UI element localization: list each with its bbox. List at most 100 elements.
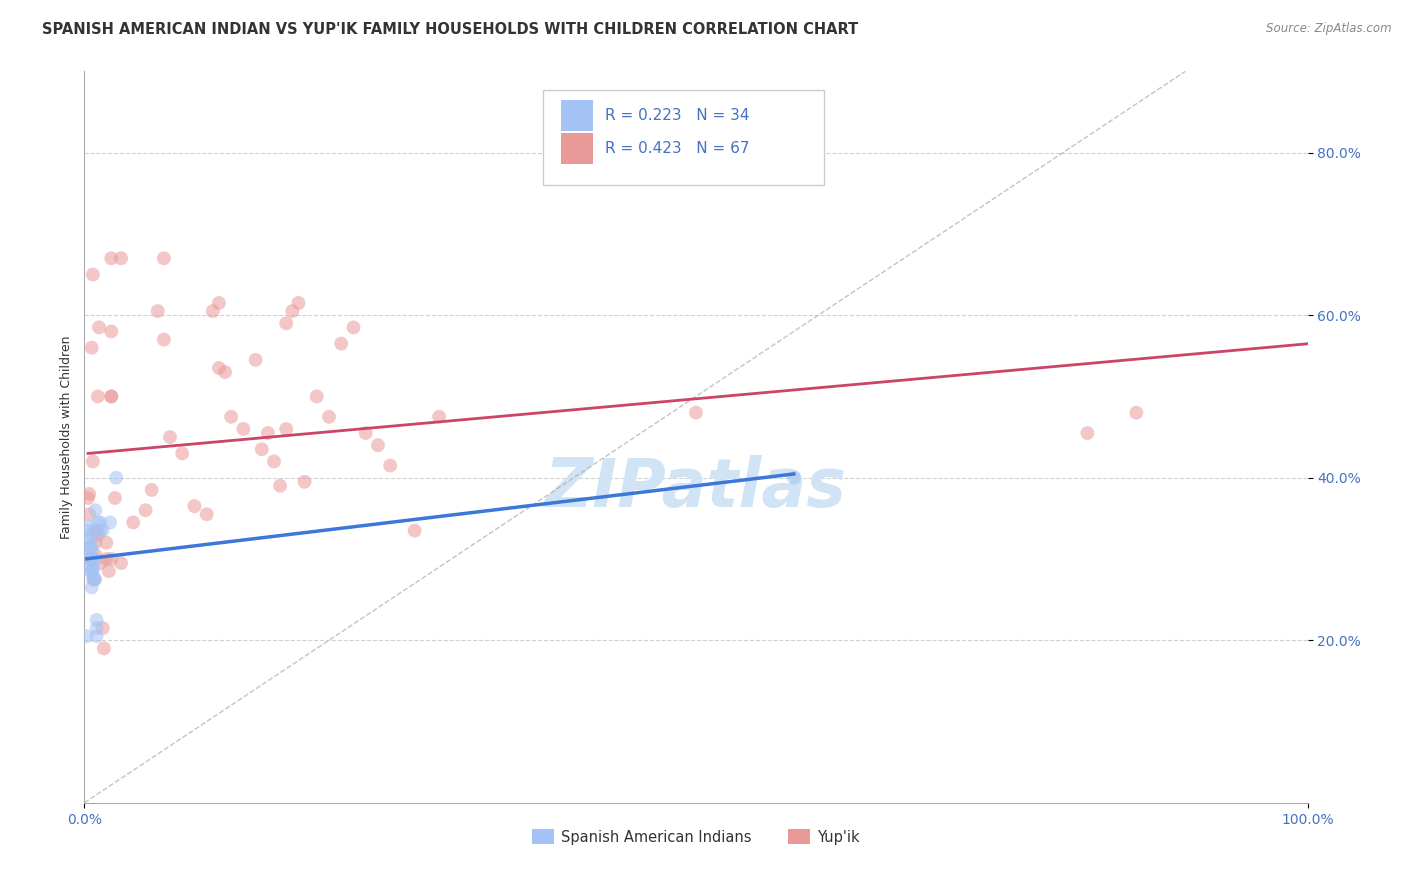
Point bbox=[250, 442, 273, 457]
Point bbox=[100, 389, 122, 403]
Point bbox=[86, 629, 108, 643]
Point bbox=[427, 409, 450, 424]
Point bbox=[80, 564, 103, 578]
Point bbox=[91, 524, 114, 538]
Point bbox=[305, 389, 328, 403]
Point bbox=[77, 487, 100, 501]
Point bbox=[141, 483, 163, 497]
Point bbox=[367, 438, 389, 452]
Point bbox=[86, 621, 108, 635]
Point bbox=[77, 491, 100, 505]
Point bbox=[122, 516, 145, 530]
Point bbox=[153, 333, 176, 347]
Point bbox=[83, 524, 105, 538]
Text: R = 0.223   N = 34: R = 0.223 N = 34 bbox=[606, 108, 749, 123]
Point bbox=[84, 535, 107, 549]
Point bbox=[82, 564, 104, 578]
Point bbox=[80, 552, 103, 566]
Point bbox=[82, 454, 104, 468]
Point bbox=[1125, 406, 1147, 420]
Text: SPANISH AMERICAN INDIAN VS YUP'IK FAMILY HOUSEHOLDS WITH CHILDREN CORRELATION CH: SPANISH AMERICAN INDIAN VS YUP'IK FAMILY… bbox=[42, 22, 859, 37]
Point bbox=[100, 552, 122, 566]
Point bbox=[79, 552, 101, 566]
Point bbox=[84, 503, 107, 517]
Y-axis label: Family Households with Children: Family Households with Children bbox=[60, 335, 73, 539]
Point bbox=[80, 341, 103, 355]
FancyBboxPatch shape bbox=[543, 90, 824, 185]
Point bbox=[80, 552, 103, 566]
Point bbox=[79, 532, 101, 546]
Point bbox=[287, 296, 309, 310]
Point bbox=[276, 422, 298, 436]
Point bbox=[100, 325, 122, 339]
Point bbox=[342, 320, 364, 334]
Point bbox=[86, 613, 108, 627]
Point bbox=[77, 508, 100, 522]
Legend: Spanish American Indians, Yup'ik: Spanish American Indians, Yup'ik bbox=[526, 823, 866, 850]
Point bbox=[87, 516, 110, 530]
Point bbox=[208, 296, 231, 310]
Point bbox=[100, 252, 122, 266]
Point bbox=[84, 572, 107, 586]
Point bbox=[201, 304, 224, 318]
Point bbox=[135, 503, 157, 517]
Point bbox=[269, 479, 291, 493]
Text: ZIPatlas: ZIPatlas bbox=[546, 455, 846, 521]
Point bbox=[354, 425, 377, 440]
Point bbox=[98, 516, 121, 530]
Point bbox=[380, 458, 402, 473]
Text: Source: ZipAtlas.com: Source: ZipAtlas.com bbox=[1267, 22, 1392, 36]
Point bbox=[79, 548, 101, 562]
Point bbox=[79, 560, 101, 574]
Point bbox=[281, 304, 304, 318]
Point bbox=[172, 446, 194, 460]
Text: R = 0.423   N = 67: R = 0.423 N = 67 bbox=[606, 141, 749, 156]
Point bbox=[208, 361, 231, 376]
Point bbox=[100, 389, 122, 403]
Point bbox=[89, 516, 111, 530]
Point bbox=[82, 268, 104, 282]
Point bbox=[79, 540, 101, 554]
Point bbox=[89, 524, 111, 538]
Point bbox=[87, 320, 110, 334]
Point bbox=[159, 430, 181, 444]
Point bbox=[294, 475, 316, 489]
Point bbox=[110, 556, 132, 570]
Point bbox=[783, 471, 806, 485]
Point bbox=[105, 471, 128, 485]
Point bbox=[263, 454, 285, 468]
Point bbox=[79, 564, 101, 578]
Point bbox=[87, 389, 110, 403]
Point bbox=[77, 540, 100, 554]
Point bbox=[83, 572, 105, 586]
Point bbox=[104, 491, 127, 505]
Point bbox=[219, 409, 242, 424]
Point bbox=[685, 406, 707, 420]
Point bbox=[77, 524, 100, 538]
Point bbox=[82, 552, 104, 566]
Point bbox=[276, 316, 298, 330]
Point bbox=[77, 552, 100, 566]
Point bbox=[77, 532, 100, 546]
Point bbox=[110, 252, 132, 266]
Point bbox=[96, 535, 118, 549]
Point bbox=[83, 572, 105, 586]
Point bbox=[93, 641, 115, 656]
Point bbox=[84, 552, 107, 566]
Point bbox=[153, 252, 176, 266]
Point bbox=[76, 629, 98, 643]
Point bbox=[96, 552, 118, 566]
Point bbox=[91, 621, 114, 635]
Point bbox=[195, 508, 218, 522]
Point bbox=[87, 527, 110, 541]
Point bbox=[77, 519, 100, 533]
Point bbox=[80, 540, 103, 554]
Point bbox=[257, 425, 280, 440]
Point bbox=[404, 524, 426, 538]
Point bbox=[330, 336, 353, 351]
Point bbox=[86, 524, 108, 538]
FancyBboxPatch shape bbox=[561, 133, 593, 163]
Point bbox=[146, 304, 169, 318]
Point bbox=[318, 409, 340, 424]
Point bbox=[97, 564, 120, 578]
